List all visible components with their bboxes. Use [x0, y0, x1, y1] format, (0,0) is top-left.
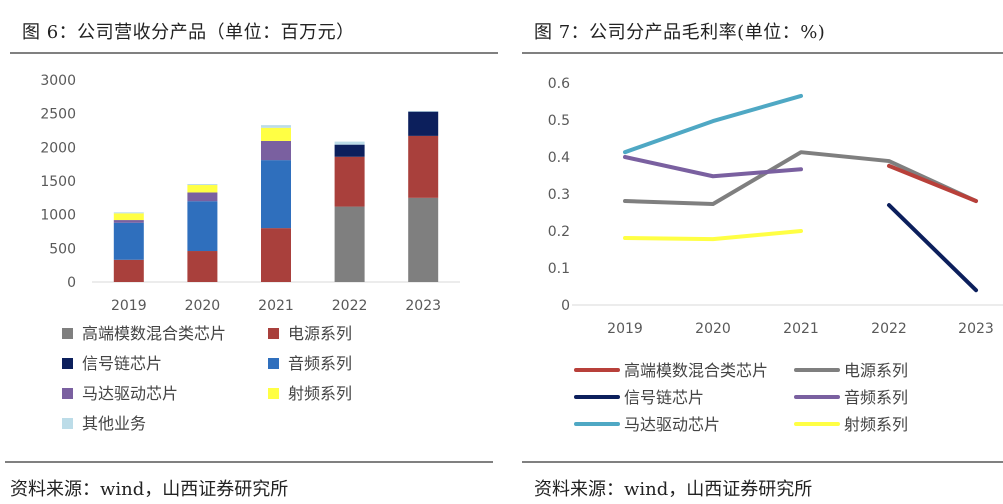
legend-label: 电源系列 [288, 324, 352, 343]
bar-segment [187, 192, 218, 202]
y-tick-label: 0 [67, 275, 76, 291]
legend-label: 音频系列 [844, 388, 908, 407]
bar-segment [261, 127, 291, 141]
x-tick-label: 2020 [185, 298, 221, 314]
legend-label: 马达驱动芯片 [624, 415, 720, 434]
figure-7-source: 资料来源：wind，山西证券研究所 [534, 479, 813, 500]
legend-label: 高端模数混合类芯片 [624, 361, 768, 380]
x-tick-label: 2019 [111, 298, 147, 314]
series-line [623, 229, 803, 242]
figure-7-title: 图 7：公司分产品毛利率(单位：%) [534, 22, 826, 43]
legend-swatch [62, 388, 73, 399]
legend-label: 高端模数混合类芯片 [82, 324, 226, 343]
legend-swatch [62, 328, 73, 339]
bar-segment [261, 125, 291, 128]
gross-margin-line-chart: 0 0.1 0.2 0.3 0.4 0.5 0.6 2019 2020 2021 2022 2023 高… [548, 76, 1003, 434]
legend-label: 射频系列 [844, 415, 908, 434]
bar-segment [113, 212, 144, 214]
y-tick-label: 2000 [40, 140, 76, 156]
x-tick-label: 2019 [607, 321, 643, 337]
y-tick-label: 500 [49, 241, 76, 257]
legend-label: 信号链芯片 [624, 388, 704, 407]
y-tick-label: 3000 [40, 73, 76, 89]
legend-swatch [268, 388, 279, 399]
legend-label: 马达驱动芯片 [82, 384, 178, 403]
bar-segment [187, 184, 218, 186]
bar-segment [334, 141, 365, 145]
figure-7-panel: 图 7：公司分产品毛利率(单位：%) 0 0.1 0.2 0.3 0.4 0.5 0.6 20… [520, 0, 1003, 504]
y-tick-label: 0.2 [548, 224, 570, 240]
y-tick-label: 0 [561, 298, 570, 314]
bar-segment [113, 213, 144, 221]
x-tick-label: 2021 [783, 321, 819, 337]
bar-segment [408, 135, 439, 198]
legend-label: 其他业务 [82, 414, 146, 433]
legend-swatch [268, 358, 279, 369]
series-line [623, 150, 978, 206]
bar-segment [113, 259, 144, 282]
bar-segment [408, 197, 439, 282]
legend-label: 射频系列 [288, 384, 352, 403]
bar-segment [334, 156, 365, 207]
x-tick-label: 2021 [258, 298, 294, 314]
bar-segment [261, 228, 291, 282]
source-divider [5, 461, 493, 463]
x-tick-label: 2020 [695, 321, 731, 337]
legend-label: 音频系列 [288, 354, 352, 373]
x-tick-label: 2022 [871, 321, 907, 337]
bar-segment [408, 111, 439, 136]
legend-label: 信号链芯片 [82, 354, 162, 373]
legend-swatch [62, 418, 73, 429]
bar-segment [187, 251, 218, 282]
bar-segment [334, 206, 365, 282]
bar-segment [113, 220, 144, 223]
y-tick-label: 0.6 [548, 76, 570, 92]
x-tick-label: 2023 [958, 321, 994, 337]
y-tick-label: 0.3 [548, 187, 570, 203]
y-tick-label: 1000 [40, 208, 76, 224]
figure-6-title: 图 6：公司营收分产品（单位：百万元） [22, 22, 355, 43]
y-tick-label: 1500 [40, 174, 76, 190]
series-line [887, 203, 978, 293]
legend-swatch [62, 358, 73, 369]
figure-6-source: 资料来源：wind，山西证券研究所 [10, 479, 289, 500]
bar-segment [334, 144, 365, 157]
revenue-stacked-bar-chart: 0 500 1000 1500 2000 2500 3000 2019 2020 2021 2022… [40, 73, 460, 433]
bar-segment [187, 201, 218, 252]
y-tick-label: 0.5 [548, 113, 570, 129]
legend-swatch [268, 328, 279, 339]
title-divider [522, 52, 1003, 54]
y-tick-label: 2500 [40, 107, 76, 123]
bar-segment [261, 140, 291, 161]
bar-segment [261, 160, 291, 229]
series-line [623, 155, 803, 179]
x-tick-label: 2022 [332, 298, 368, 314]
bar-segment [408, 110, 439, 112]
bar-segment [113, 222, 144, 260]
legend-label: 电源系列 [844, 361, 908, 380]
series-line [887, 163, 978, 204]
title-divider [10, 52, 498, 54]
y-tick-label: 0.4 [548, 150, 570, 166]
y-tick-label: 0.1 [548, 261, 570, 277]
series-line [623, 93, 803, 155]
figure-6-panel: 图 6：公司营收分产品（单位：百万元） 0 500 1000 1500 2000 2500… [0, 0, 500, 504]
source-divider [522, 461, 1003, 463]
bar-segment [187, 185, 218, 193]
x-tick-label: 2023 [405, 298, 441, 314]
